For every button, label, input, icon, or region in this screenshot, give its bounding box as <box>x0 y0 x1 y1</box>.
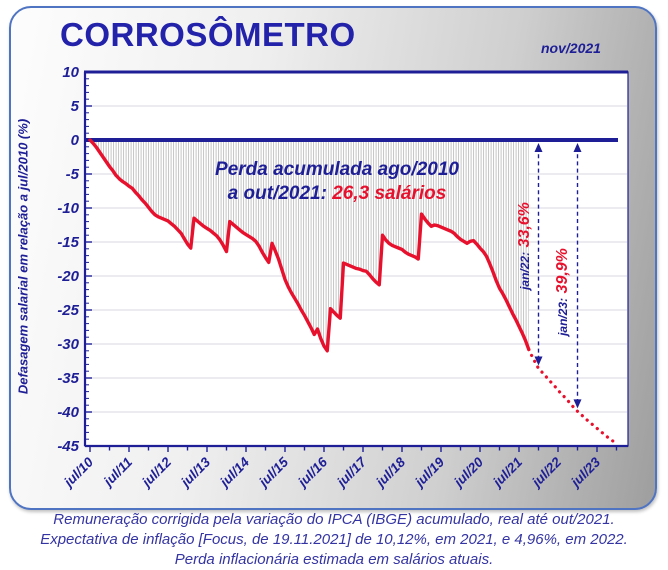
accumulated-loss-annotation: Perda acumulada ago/2010 a out/2021: 26,… <box>177 158 497 206</box>
y-tick-label: 10 <box>62 64 79 81</box>
x-tick-label: jul/22 <box>528 454 565 491</box>
x-tick-label: jul/19 <box>411 454 448 491</box>
arrow-down-icon <box>573 399 582 409</box>
x-tick-label: jul/23 <box>567 454 604 491</box>
y-tick-label: -45 <box>57 438 79 455</box>
annotation-line2-prefix: a out/2021: <box>227 183 333 204</box>
page-title: CORROSÔMETRO <box>60 16 356 53</box>
x-tick-label: jul/17 <box>333 453 370 490</box>
y-tick-label: -15 <box>57 234 79 251</box>
y-tick-label: -30 <box>57 336 79 353</box>
footnote-line3: Perda inflacionária estimada em salários… <box>174 551 494 568</box>
footnote-line2: Expectativa de inflação [Focus, de 19.11… <box>40 531 628 548</box>
projection-value-jan22: 33,6% <box>516 202 533 248</box>
annotation-loss-value: 26,3 salários <box>332 183 447 204</box>
annotation-line1: Perda acumulada ago/2010 <box>215 159 459 180</box>
y-tick-label: -35 <box>57 370 79 387</box>
report-date-label: nov/2021 <box>541 40 601 56</box>
y-tick-label: -25 <box>57 302 79 319</box>
footnote: Remuneração corrigida pela variação do I… <box>0 510 668 570</box>
y-tick-label: -10 <box>57 200 79 217</box>
x-tick-label: jul/13 <box>177 454 214 491</box>
x-tick-label: jul/14 <box>216 454 253 491</box>
x-tick-label: jul/10 <box>60 454 97 491</box>
projection-label-jan23: jan/23: 39,9% <box>554 232 572 352</box>
x-tick-label: jul/15 <box>255 454 292 491</box>
x-tick-label: jul/16 <box>294 454 331 491</box>
arrow-up-icon <box>573 143 582 152</box>
projection-line-dotted <box>527 347 615 443</box>
y-axis-title: Defasagem salarial em relação a jul/2010… <box>15 118 31 395</box>
x-tick-label: jul/18 <box>372 454 409 491</box>
y-tick-label: -40 <box>57 404 79 421</box>
y-tick-label: -5 <box>66 166 80 183</box>
x-tick-label: jul/11 <box>99 455 135 491</box>
footnote-line1: Remuneração corrigida pela variação do I… <box>53 511 615 528</box>
y-tick-label: -20 <box>57 268 79 285</box>
loss-area-hatch <box>90 140 529 351</box>
y-tick-label: 0 <box>71 132 80 149</box>
projection-value-jan23: 39,9% <box>554 248 571 294</box>
y-tick-label: 5 <box>71 98 80 115</box>
projection-date-jan23: jan/23: <box>556 297 570 336</box>
arrow-up-icon <box>534 143 543 152</box>
projection-date-jan22: jan/22: <box>518 251 532 290</box>
loss-line-solid <box>88 138 531 353</box>
arrow-down-icon <box>534 356 543 366</box>
x-tick-label: jul/20 <box>450 454 487 491</box>
projection-label-jan22: jan/22: 33,6% <box>516 186 534 306</box>
x-tick-label: jul/21 <box>489 455 525 491</box>
x-tick-label: jul/12 <box>138 454 175 491</box>
